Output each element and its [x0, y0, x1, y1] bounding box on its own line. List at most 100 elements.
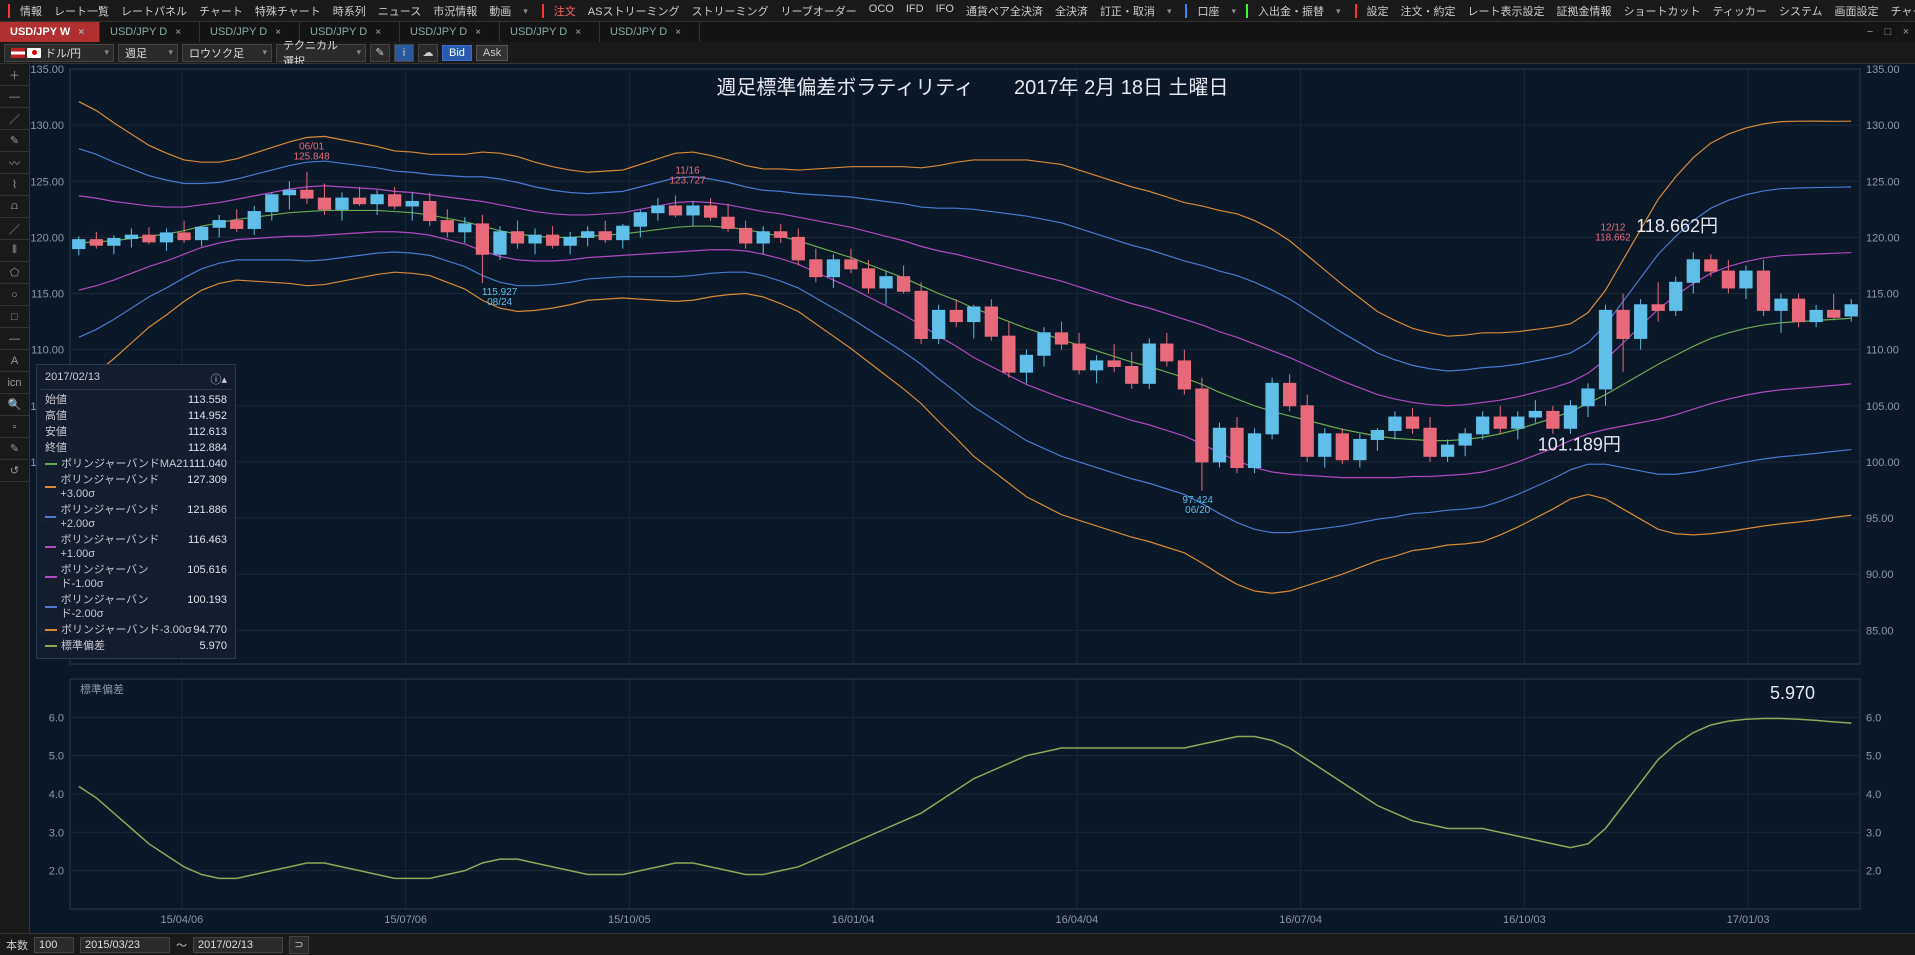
draw-tool-5[interactable]: ⌇ — [0, 174, 29, 196]
draw-tool-6[interactable]: ⩍ — [0, 196, 29, 218]
draw-tool-9[interactable]: ⬠ — [0, 262, 29, 284]
chart-area[interactable]: 85.0085.0090.0090.0095.0095.00100.00100.… — [30, 64, 1915, 933]
menu-left-4[interactable]: 特殊チャート — [249, 1, 327, 21]
svg-text:110.00: 110.00 — [1866, 345, 1899, 357]
menu-left-5[interactable]: 時系列 — [327, 1, 372, 21]
menu-money-more[interactable] — [1330, 3, 1347, 19]
menu-more[interactable] — [517, 3, 534, 19]
draw-tool-3[interactable]: ✎ — [0, 130, 29, 152]
menu-left-2[interactable]: レートパネル — [115, 1, 193, 21]
draw-tool-2[interactable]: ／ — [0, 108, 29, 130]
chart-tab-5[interactable]: USD/JPY D× — [500, 22, 600, 42]
panel-row-value: 112.884 — [188, 441, 227, 455]
svg-text:5.970: 5.970 — [1770, 683, 1815, 703]
technical-select[interactable]: テクニカル選択 — [276, 44, 366, 62]
menu-right-6[interactable]: システム — [1773, 1, 1829, 21]
menu-order-6[interactable]: IFO — [930, 1, 960, 21]
menu-right-1[interactable]: 注文・約定 — [1395, 1, 1462, 21]
draw-tool-18[interactable]: ↺ — [0, 460, 29, 482]
menu-order-0[interactable]: 注文 — [548, 1, 582, 21]
date-to-input[interactable] — [193, 937, 283, 953]
maximize-icon[interactable]: □ — [1879, 22, 1897, 42]
draw-tool-17[interactable]: ✎ — [0, 438, 29, 460]
menu-left-0[interactable]: 情報 — [14, 1, 48, 21]
menu-order-3[interactable]: リーブオーダー — [774, 1, 862, 21]
cloud-icon[interactable]: ☁ — [418, 44, 438, 62]
draw-tool-8[interactable]: ⦀ — [0, 240, 29, 262]
tab-close-icon[interactable]: × — [275, 27, 281, 38]
menu-right-8[interactable]: チャート — [1885, 1, 1915, 21]
draw-tool-10[interactable]: ○ — [0, 284, 29, 306]
tab-close-icon[interactable]: × — [375, 27, 381, 38]
close-icon[interactable]: × — [1897, 22, 1915, 42]
tab-close-icon[interactable]: × — [575, 27, 581, 38]
panel-toggle-icon[interactable]: ⓘ▴ — [210, 371, 227, 387]
tab-close-icon[interactable]: × — [175, 27, 181, 38]
menu-account-0[interactable]: 口座 — [1191, 1, 1225, 21]
draw-tool-14[interactable]: icn — [0, 372, 29, 394]
menu-right-4[interactable]: ショートカット — [1618, 1, 1707, 21]
svg-text:118.662円: 118.662円 — [1636, 216, 1718, 236]
period-select[interactable]: 週足 — [118, 44, 178, 62]
menu-order-7[interactable]: 通貨ペア全決済 — [960, 1, 1049, 21]
bars-input[interactable] — [34, 937, 74, 953]
draw-tool-15[interactable]: 🔍 — [0, 394, 29, 416]
menu-left-6[interactable]: ニュース — [372, 1, 427, 21]
chart-tab-1[interactable]: USD/JPY D× — [100, 22, 200, 42]
menu-right-7[interactable]: 画面設定 — [1829, 1, 1885, 21]
menu-left-1[interactable]: レート一覧 — [48, 1, 115, 21]
status-bar: 本数 ～ ⊃ — [0, 933, 1915, 955]
tab-close-icon[interactable]: × — [475, 27, 481, 38]
draw-tool-4[interactable]: 〰 — [0, 152, 29, 174]
panel-row-label: ボリンジャーバンド-1.00σ — [61, 563, 188, 591]
menu-left-8[interactable]: 動画 — [483, 1, 517, 21]
menu-left-7[interactable]: 市況情報 — [427, 1, 483, 21]
draw-tool-12[interactable]: ― — [0, 328, 29, 350]
edit-icon[interactable]: ✎ — [370, 44, 390, 62]
pair-select[interactable]: ドル/円 — [4, 44, 114, 62]
menu-right-2[interactable]: レート表示設定 — [1462, 1, 1551, 21]
menu-left-3[interactable]: チャート — [193, 1, 249, 21]
panel-row-value: 113.558 — [188, 393, 227, 407]
tab-close-icon[interactable]: × — [78, 27, 84, 38]
draw-tool-0[interactable]: ＋ — [0, 64, 29, 86]
chart-tab-6[interactable]: USD/JPY D× — [600, 22, 700, 42]
menu-order-8[interactable]: 全決済 — [1049, 1, 1094, 21]
panel-row-value: 94.770 — [193, 623, 227, 637]
ask-button[interactable]: Ask — [476, 45, 508, 61]
menu-order-more[interactable] — [1161, 3, 1178, 19]
draw-tool-13[interactable]: A — [0, 350, 29, 372]
draw-tool-11[interactable]: □ — [0, 306, 29, 328]
menu-money-0[interactable]: 入出金・振替 — [1252, 1, 1330, 21]
menu-right-3[interactable]: 証拠金情報 — [1551, 1, 1618, 21]
svg-text:118.662: 118.662 — [1595, 232, 1631, 243]
panel-row-label: 安値 — [45, 425, 67, 439]
pair-label: ドル/円 — [45, 45, 81, 61]
menu-account-more[interactable] — [1225, 3, 1242, 19]
menu-order-1[interactable]: ASストリーミング — [582, 1, 686, 21]
date-from-input[interactable] — [80, 937, 170, 953]
menu-order-2[interactable]: ストリーミング — [685, 1, 774, 21]
refresh-icon[interactable]: ⊃ — [289, 936, 309, 954]
menu-order-4[interactable]: OCO — [863, 1, 900, 21]
minimize-icon[interactable]: − — [1861, 22, 1879, 42]
bid-button[interactable]: Bid — [442, 45, 472, 61]
svg-text:85.00: 85.00 — [1866, 625, 1894, 637]
svg-text:110.00: 110.00 — [31, 345, 64, 357]
tab-close-icon[interactable]: × — [675, 27, 681, 38]
menu-right-0[interactable]: 設定 — [1361, 1, 1395, 21]
panel-row-label: ボリンジャーバンド-3.00σ — [61, 623, 192, 637]
draw-tool-1[interactable]: ― — [0, 86, 29, 108]
chart-tab-0[interactable]: USD/JPY W× — [0, 22, 100, 42]
chart-tab-4[interactable]: USD/JPY D× — [400, 22, 500, 42]
candle-type-select[interactable]: ロウソク足 — [182, 44, 272, 62]
svg-text:3.0: 3.0 — [49, 827, 64, 839]
menu-right-5[interactable]: ティッカー — [1707, 1, 1773, 21]
svg-text:5.0: 5.0 — [49, 751, 64, 763]
info-icon[interactable]: i — [394, 44, 414, 62]
menu-order-9[interactable]: 訂正・取消 — [1094, 1, 1161, 21]
menu-order-5[interactable]: IFD — [900, 1, 930, 21]
draw-tool-16[interactable]: ▫ — [0, 416, 29, 438]
draw-tool-7[interactable]: ／ — [0, 218, 29, 240]
svg-text:6.0: 6.0 — [1866, 712, 1881, 724]
